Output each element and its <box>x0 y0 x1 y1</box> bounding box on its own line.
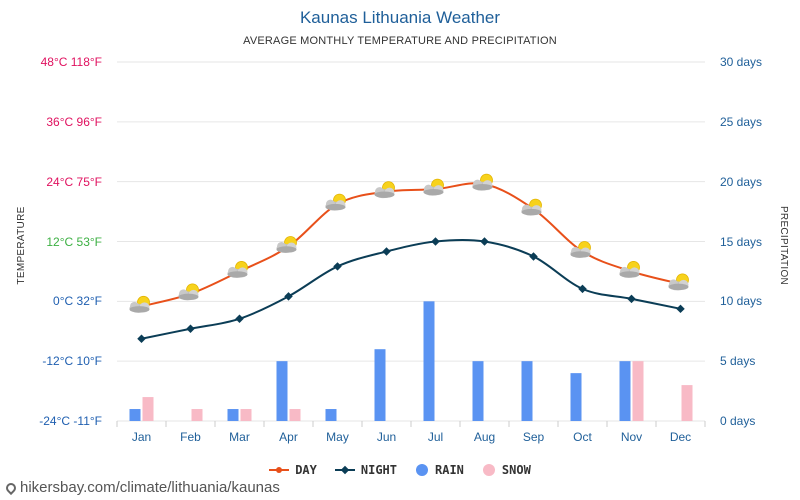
legend-rain-swatch <box>416 464 428 476</box>
temperature-tick-label: 24°C 75°F <box>46 174 102 189</box>
sun-behind-cloud-icon <box>423 178 444 196</box>
snow-bar <box>142 397 154 421</box>
night-point <box>529 252 538 261</box>
sun-behind-cloud-icon <box>374 181 395 199</box>
legend-rain-label: RAIN <box>435 463 464 477</box>
chart-title: Kaunas Lithuania Weather <box>299 8 501 27</box>
legend-snow-label: SNOW <box>501 463 531 477</box>
night-point <box>186 324 195 333</box>
legend-day-label: DAY <box>295 463 317 477</box>
rain-bar <box>472 361 484 421</box>
source-link[interactable]: hikersbay.com/climate/lithuania/kaunas <box>20 479 280 496</box>
rain-bar <box>521 361 533 421</box>
legend-snow[interactable]: SNOW <box>482 463 531 477</box>
rain-bar <box>619 361 631 421</box>
temperature-tick-label: -24°C -11°F <box>39 414 102 428</box>
sun-behind-cloud-icon <box>619 261 640 278</box>
temperature-tick-label: 12°C 53°F <box>46 234 102 249</box>
month-tick-label: Nov <box>620 430 643 444</box>
rain-bar <box>276 361 288 421</box>
chart-legend: DAY NIGHT RAIN SNOW <box>0 463 800 477</box>
night-temperature-line <box>141 238 681 340</box>
sun-behind-cloud-icon <box>227 261 248 278</box>
night-point <box>480 237 489 246</box>
location-pin-icon <box>3 480 19 495</box>
sun-behind-cloud-icon <box>668 273 689 291</box>
legend-day-swatch <box>269 467 290 473</box>
month-tick-label: Feb <box>180 430 201 444</box>
month-tick-label: Jan <box>131 430 152 444</box>
month-tick-label: Sep <box>522 430 545 444</box>
night-point <box>382 247 391 256</box>
month-tick-label: Mar <box>229 430 250 444</box>
sun-behind-cloud-icon <box>178 283 199 301</box>
legend-snow-swatch <box>482 464 495 476</box>
rain-bar <box>129 409 141 421</box>
month-tick-label: May <box>326 430 349 444</box>
sun-behind-cloud-icon <box>325 193 346 211</box>
legend-night-label: NIGHT <box>360 463 397 477</box>
temperature-tick-label: 48°C 118°F <box>40 55 102 69</box>
temperature-tick-label: -12°C 10°F <box>42 354 102 369</box>
night-point <box>333 262 342 271</box>
rain-bar <box>570 373 582 421</box>
night-point <box>676 304 685 314</box>
snow-bar <box>191 409 203 421</box>
night-point <box>235 314 244 324</box>
precipitation-tick-label: 0 days <box>720 414 756 428</box>
legend-day[interactable]: DAY <box>269 463 317 477</box>
month-tick-label: Jun <box>376 430 397 444</box>
precipitation-tick-label: 15 days <box>720 234 763 249</box>
month-tick-label: Jul <box>427 430 444 444</box>
temperature-tick-label: 0°C 32°F <box>53 294 102 309</box>
sun-behind-cloud-icon <box>570 241 591 258</box>
snow-bar <box>632 361 644 421</box>
night-point <box>578 284 587 294</box>
precipitation-tick-label: 5 days <box>720 354 756 369</box>
legend-night-swatch <box>334 465 355 475</box>
night-point <box>627 294 636 304</box>
rain-bar <box>423 301 435 421</box>
snow-bar <box>289 409 301 421</box>
sun-behind-cloud-icon <box>521 198 542 216</box>
night-point <box>284 292 293 301</box>
rain-bar <box>325 409 337 421</box>
snow-bar <box>681 385 693 421</box>
month-tick-label: Oct <box>573 430 592 444</box>
rain-bar <box>227 409 239 421</box>
temperature-tick-label: 36°C 96°F <box>46 114 102 129</box>
snow-bar <box>240 409 252 421</box>
precipitation-tick-label: 20 days <box>720 174 763 189</box>
rain-bar <box>374 349 386 421</box>
month-tick-label: Aug <box>473 430 496 444</box>
night-point <box>137 334 146 343</box>
precipitation-tick-label: 30 days <box>720 55 763 69</box>
sun-behind-cloud-icon <box>472 173 493 191</box>
legend-night[interactable]: NIGHT <box>334 463 397 477</box>
sun-behind-cloud-icon <box>129 295 150 313</box>
night-point <box>431 237 440 246</box>
sun-behind-cloud-icon <box>276 236 297 253</box>
month-tick-label: Apr <box>279 430 298 444</box>
source-footer[interactable]: hikersbay.com/climate/lithuania/kaunas <box>3 479 280 496</box>
legend-rain[interactable]: RAIN <box>415 463 464 477</box>
precipitation-tick-label: 25 days <box>720 114 763 129</box>
chart-subtitle: AVERAGE MONTHLY TEMPERATURE AND PRECIPIT… <box>243 35 557 47</box>
precipitation-tick-label: 10 days <box>720 294 763 309</box>
month-tick-label: Dec <box>669 430 692 444</box>
